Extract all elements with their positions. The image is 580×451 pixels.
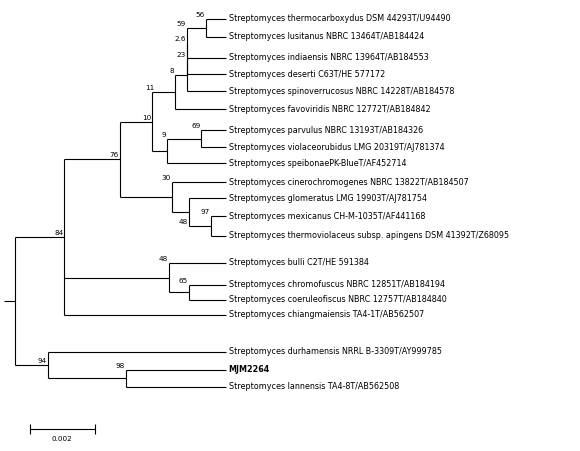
Text: Streptomyces thermoviolaceus subsp. apingens DSM 41392T/Z68095: Streptomyces thermoviolaceus subsp. apin… xyxy=(229,231,509,240)
Text: Streptomyces parvulus NBRC 13193T/AB184326: Streptomyces parvulus NBRC 13193T/AB1843… xyxy=(229,126,423,135)
Text: 76: 76 xyxy=(110,152,119,158)
Text: 2.6: 2.6 xyxy=(174,36,186,41)
Text: Streptomyces cinerochromogenes NBRC 13822T/AB184507: Streptomyces cinerochromogenes NBRC 1382… xyxy=(229,178,469,187)
Text: 65: 65 xyxy=(178,278,187,284)
Text: 69: 69 xyxy=(191,123,200,129)
Text: 97: 97 xyxy=(201,209,210,215)
Text: Streptomyces lannensis TA4-8T/AB562508: Streptomyces lannensis TA4-8T/AB562508 xyxy=(229,382,399,391)
Text: 11: 11 xyxy=(145,85,154,91)
Text: Streptomyces thermocarboxydus DSM 44293T/U94490: Streptomyces thermocarboxydus DSM 44293T… xyxy=(229,14,450,23)
Text: 30: 30 xyxy=(162,175,171,181)
Text: Streptomyces mexicanus CH-M-1035T/AF441168: Streptomyces mexicanus CH-M-1035T/AF4411… xyxy=(229,212,425,221)
Text: Streptomyces lusitanus NBRC 13464T/AB184424: Streptomyces lusitanus NBRC 13464T/AB184… xyxy=(229,32,424,41)
Text: Streptomyces deserti C63T/HE 577172: Streptomyces deserti C63T/HE 577172 xyxy=(229,70,385,79)
Text: Streptomyces durhamensis NRRL B-3309T/AY999785: Streptomyces durhamensis NRRL B-3309T/AY… xyxy=(229,347,441,356)
Text: Streptomyces favoviridis NBRC 12772T/AB184842: Streptomyces favoviridis NBRC 12772T/AB1… xyxy=(229,105,430,114)
Text: 9: 9 xyxy=(161,132,166,138)
Text: 59: 59 xyxy=(176,21,186,27)
Text: Streptomyces indiaensis NBRC 13964T/AB184553: Streptomyces indiaensis NBRC 13964T/AB18… xyxy=(229,53,429,62)
Text: MJM2264: MJM2264 xyxy=(229,365,270,374)
Text: Streptomyces glomeratus LMG 19903T/AJ781754: Streptomyces glomeratus LMG 19903T/AJ781… xyxy=(229,193,427,202)
Text: 98: 98 xyxy=(115,363,125,368)
Text: Streptomyces spinoverrucosus NBRC 14228T/AB184578: Streptomyces spinoverrucosus NBRC 14228T… xyxy=(229,87,454,96)
Text: 10: 10 xyxy=(142,115,151,120)
Text: Streptomyces coeruleofiscus NBRC 12757T/AB184840: Streptomyces coeruleofiscus NBRC 12757T/… xyxy=(229,295,447,304)
Text: 94: 94 xyxy=(38,358,46,364)
Text: Streptomyces chiangmaiensis TA4-1T/AB562507: Streptomyces chiangmaiensis TA4-1T/AB562… xyxy=(229,310,424,319)
Text: 0.002: 0.002 xyxy=(52,437,72,442)
Text: 48: 48 xyxy=(178,219,187,225)
Text: Streptomyces speibonaePK-BlueT/AF452714: Streptomyces speibonaePK-BlueT/AF452714 xyxy=(229,159,406,168)
Text: 23: 23 xyxy=(176,51,186,58)
Text: Streptomyces chromofuscus NBRC 12851T/AB184194: Streptomyces chromofuscus NBRC 12851T/AB… xyxy=(229,281,445,290)
Text: Streptomyces violaceorubidus LMG 20319T/AJ781374: Streptomyces violaceorubidus LMG 20319T/… xyxy=(229,143,444,152)
Text: 8: 8 xyxy=(169,68,174,74)
Text: Streptomyces bulli C2T/HE 591384: Streptomyces bulli C2T/HE 591384 xyxy=(229,258,368,267)
Text: 84: 84 xyxy=(54,230,63,236)
Text: 56: 56 xyxy=(196,12,205,18)
Text: 48: 48 xyxy=(159,256,168,262)
